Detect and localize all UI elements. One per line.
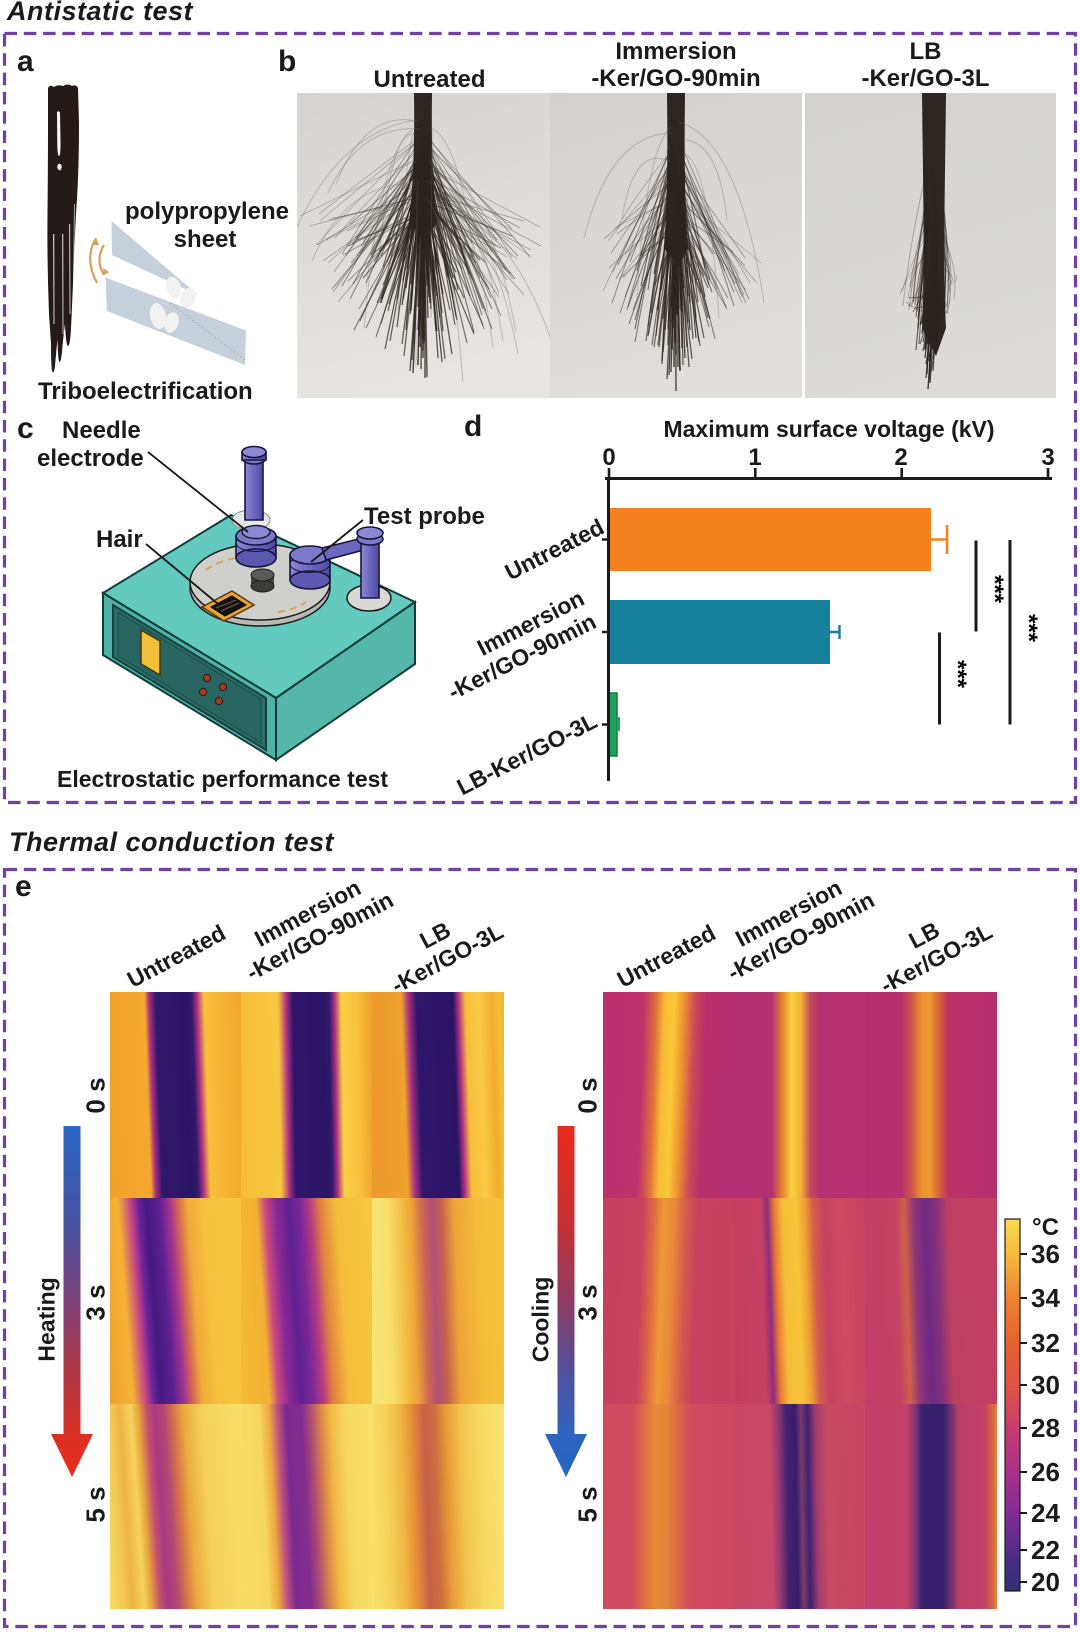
svg-text:***: ***	[944, 660, 971, 689]
svg-text:***: ***	[1015, 614, 1042, 643]
svg-text:***: ***	[981, 575, 1008, 604]
